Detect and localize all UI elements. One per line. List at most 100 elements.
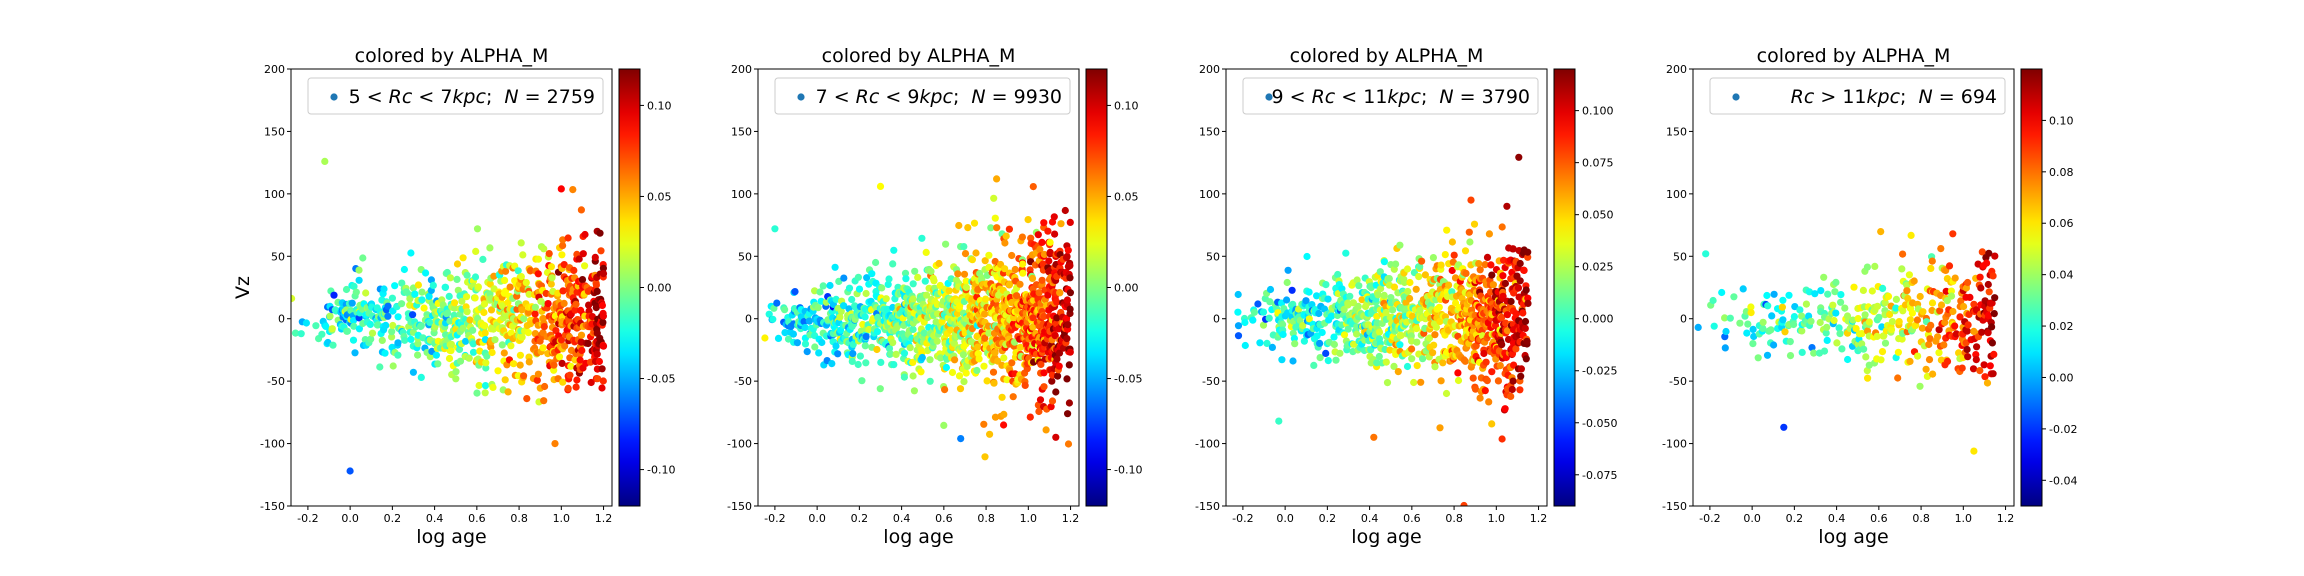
scatter-point xyxy=(1962,284,1970,292)
scatter-point xyxy=(1315,309,1323,318)
scatter-point xyxy=(1471,385,1480,393)
scatter-point xyxy=(592,304,600,312)
scatter-point xyxy=(1945,262,1954,270)
scatter-point xyxy=(1066,348,1074,356)
scatter-point xyxy=(382,321,390,329)
scatter-point xyxy=(1743,329,1751,337)
scatter-point xyxy=(1519,309,1527,317)
scatter-point xyxy=(868,270,876,278)
colorbar-tick-label: -0.05 xyxy=(647,373,675,386)
y-tick-label: 150 xyxy=(731,125,752,138)
scatter-point xyxy=(1429,254,1437,262)
scatter-point xyxy=(1747,309,1755,317)
scatter-point xyxy=(1475,260,1483,268)
scatter-point xyxy=(801,323,809,332)
scatter-point xyxy=(388,333,396,341)
scatter-point xyxy=(1503,327,1512,335)
scatter-point xyxy=(1991,252,1999,260)
scatter-point xyxy=(1521,317,1530,326)
scatter-point xyxy=(909,280,917,288)
scatter-point xyxy=(1832,309,1840,317)
scatter-point xyxy=(1044,291,1052,299)
scatter-point xyxy=(1501,279,1509,288)
scatter-point xyxy=(367,335,375,343)
scatter-point xyxy=(348,299,356,307)
scatter-point xyxy=(803,348,811,356)
scatter-point xyxy=(1390,362,1398,370)
scatter-point xyxy=(1355,282,1363,290)
scatter-point xyxy=(1496,362,1504,370)
scatter-point xyxy=(559,287,567,295)
scatter-point xyxy=(350,282,358,290)
scatter-point xyxy=(1524,294,1532,302)
scatter-point xyxy=(946,326,955,334)
scatter-point xyxy=(1736,319,1744,327)
scatter-point xyxy=(1485,398,1493,406)
scatter-point xyxy=(960,378,968,386)
scatter-point xyxy=(975,355,983,363)
scatter-point xyxy=(1380,258,1388,266)
x-tick-label: -0.2 xyxy=(1699,512,1720,525)
scatter-point xyxy=(1970,300,1978,308)
scatter-point xyxy=(1977,284,1985,292)
scatter-point xyxy=(453,260,462,268)
scatter-point xyxy=(587,378,595,387)
scatter-point xyxy=(561,342,569,350)
scatter-point xyxy=(920,329,928,337)
scatter-point xyxy=(973,366,981,375)
scatter-point xyxy=(1507,297,1515,306)
scatter-point xyxy=(564,384,572,392)
scatter-point xyxy=(1983,379,1992,387)
y-tick-label: 50 xyxy=(1206,250,1220,263)
scatter-point xyxy=(1899,250,1907,258)
scatter-point xyxy=(1906,357,1914,365)
x-tick-label: 1.0 xyxy=(1488,512,1506,525)
scatter-point xyxy=(1382,308,1390,317)
scatter-point xyxy=(1820,347,1829,355)
scatter-point xyxy=(1942,287,1950,295)
scatter-point xyxy=(816,288,824,296)
scatter-point xyxy=(990,194,998,202)
scatter-point xyxy=(982,295,990,303)
scatter-point xyxy=(1313,292,1321,300)
scatter-point xyxy=(1432,323,1440,331)
scatter-point xyxy=(560,261,568,269)
y-tick-label: 150 xyxy=(1199,125,1220,138)
scatter-point xyxy=(1056,289,1064,297)
scatter-point xyxy=(1466,238,1474,246)
scatter-point xyxy=(800,318,808,326)
scatter-point xyxy=(599,270,608,278)
scatter-point xyxy=(1488,368,1496,376)
scatter-point xyxy=(480,308,488,317)
scatter-point xyxy=(1805,288,1813,296)
scatter-point xyxy=(1448,266,1456,275)
scatter-point xyxy=(1037,360,1045,368)
colorbar-gradient xyxy=(2020,68,2043,507)
scatter-point xyxy=(504,388,512,396)
scatter-point xyxy=(349,336,358,344)
scatter-point xyxy=(585,307,593,315)
scatter-point xyxy=(840,302,848,310)
scatter-point xyxy=(351,349,359,357)
scatter-point xyxy=(414,340,422,348)
scatter-point xyxy=(400,265,408,274)
scatter-point xyxy=(481,329,489,337)
y-tick-label: -150 xyxy=(260,500,285,513)
scatter-point xyxy=(1919,308,1927,316)
scatter-point xyxy=(1916,292,1924,301)
legend: 5 < Rc < 7kpc; N = 2759 xyxy=(307,77,604,115)
scatter-point xyxy=(1383,379,1392,387)
scatter-point xyxy=(993,175,1001,183)
scatter-point xyxy=(1421,271,1429,279)
x-tick-label: 0.2 xyxy=(1319,512,1337,525)
scatter-point xyxy=(1983,259,1991,267)
colorbar: -0.10 -0.05 0.00 0.05 0.10 xyxy=(618,68,675,507)
scatter-point xyxy=(1955,349,1963,357)
scatter-point xyxy=(1796,306,1804,314)
scatter-point xyxy=(409,311,417,319)
scatter-point xyxy=(465,354,473,362)
scatter-point xyxy=(594,375,602,383)
scatter-point xyxy=(902,275,910,283)
scatter-point xyxy=(1470,220,1479,228)
scatter-point xyxy=(1908,309,1916,317)
